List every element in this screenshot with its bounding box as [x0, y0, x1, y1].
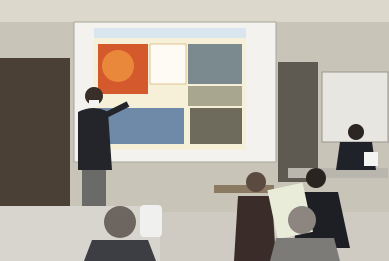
map-area: [102, 50, 134, 82]
audience-head: [348, 124, 364, 140]
audience-body: [270, 238, 340, 261]
ceiling: [0, 0, 389, 22]
doorway: [278, 62, 318, 182]
audience-head: [306, 168, 326, 188]
audience-head: [246, 172, 266, 192]
audience-head: [104, 206, 136, 238]
chair: [140, 205, 162, 237]
slide-photo: [188, 44, 242, 84]
slide-title-bar: [94, 28, 246, 38]
slide-photo: [190, 108, 242, 144]
slide-photo: [188, 86, 242, 106]
mask: [89, 100, 99, 106]
slide-text-box: [150, 44, 186, 84]
photo-scene: [0, 0, 389, 261]
paper: [364, 152, 378, 166]
audience-head: [288, 206, 316, 234]
audience-body: [84, 240, 156, 261]
audience-body: [234, 196, 276, 261]
presenter-legs: [82, 170, 106, 208]
wall-panel: [0, 58, 70, 208]
